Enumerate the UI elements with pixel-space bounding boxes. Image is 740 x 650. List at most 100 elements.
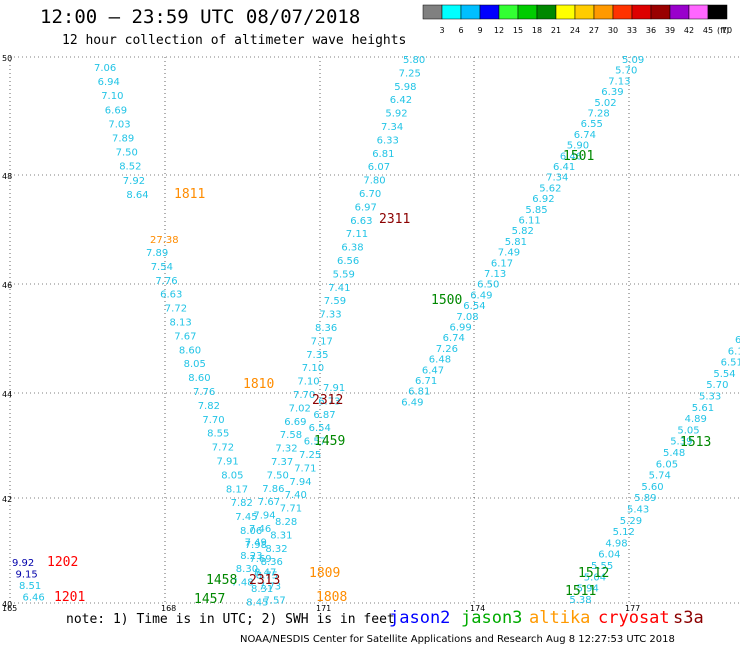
footer-credit: NOAA/NESDIS Center for Satellite Applica… xyxy=(240,634,675,645)
pass-time-label: 1808 xyxy=(316,590,347,605)
scale-label: 24 xyxy=(570,26,580,35)
wave-height-value: 7.34 xyxy=(381,122,403,133)
wave-height-value: 7.26 xyxy=(436,344,458,355)
wave-height-value: 7.40 xyxy=(285,490,307,501)
wave-height-value: 8.75 xyxy=(256,571,278,582)
wave-height-value: 6 xyxy=(735,335,740,346)
lat-label: 40 xyxy=(2,600,12,609)
lon-label: 171 xyxy=(316,604,331,613)
wave-height-value: 7.91 xyxy=(323,383,345,394)
wave-height-value: 7.98 xyxy=(245,540,267,551)
wave-height-value: 8.13 xyxy=(170,318,192,329)
wave-height-value: 5.90 xyxy=(567,141,589,152)
wave-height-value: 7.67 xyxy=(258,497,280,508)
wave-height-value: 8.45 xyxy=(246,597,268,608)
wave-height-value: 4.98 xyxy=(605,538,627,549)
wave-height-value: 8.36 xyxy=(315,323,337,334)
wave-height-value: 6.87 xyxy=(313,410,335,421)
pass-time-label: 1201 xyxy=(54,590,85,605)
wave-height-value: 7.48 xyxy=(231,578,253,589)
wave-height-value: 5.89 xyxy=(634,493,656,504)
pass-time-label: 1513 xyxy=(680,435,711,450)
wave-height-value: 6.11 xyxy=(519,216,541,227)
wave-height-value: 5.12 xyxy=(613,527,635,538)
wave-height-value: 5.74 xyxy=(649,471,671,482)
wave-height-value: 8.51 xyxy=(19,581,41,592)
wave-height-value: 7.49 xyxy=(245,537,267,548)
wave-height-value: 5.43 xyxy=(627,505,649,516)
wave-height-value: 8.31 xyxy=(251,584,273,595)
wave-height-value: 7.08 xyxy=(456,312,478,323)
lat-label: 50 xyxy=(2,54,12,63)
wave-height-value: 5.61 xyxy=(692,403,714,414)
wave-height-value: 6.74 xyxy=(443,333,465,344)
lat-label: 44 xyxy=(2,390,12,399)
pass-time-label: 1457 xyxy=(194,592,225,607)
wave-height-value: 7.32 xyxy=(275,444,297,455)
scale-label: 9 xyxy=(477,26,482,35)
wave-height-value: 6.63 xyxy=(160,290,182,301)
wave-height-value: 6.57 xyxy=(304,437,326,448)
wave-height-value: 6.50 xyxy=(477,280,499,291)
wave-height-value: 5.54 xyxy=(713,369,735,380)
wave-height-value: 7.37 xyxy=(271,457,293,468)
wave-height-value: 7.10 xyxy=(101,91,123,102)
scale-label: 39 xyxy=(665,26,675,35)
wave-height-value: 7.34 xyxy=(546,173,568,184)
wave-height-value: 7.82 xyxy=(231,498,253,509)
wave-height-value: 7.69 xyxy=(249,554,271,565)
wave-height-value: 6.69 xyxy=(105,105,127,116)
page-subtitle: 12 hour collection of altimeter wave hei… xyxy=(62,33,407,48)
wave-height-value: 7.10 xyxy=(297,377,319,388)
wave-height-value: 7.33 xyxy=(319,310,341,321)
wave-height-value: 5.48 xyxy=(663,448,685,459)
wave-height-value: 6.55 xyxy=(581,119,603,130)
wave-height-value: 7.45 xyxy=(235,512,257,523)
pass-time-label: 1511 xyxy=(565,584,596,599)
track-t1511: 66.16.515.545.705.335.614.895.055.395.48… xyxy=(569,335,740,606)
wave-height-value: 6.05 xyxy=(656,459,678,470)
scale-label: 30 xyxy=(608,26,618,35)
wave-height-value: 7.80 xyxy=(363,176,385,187)
scale-unit: (ft) xyxy=(717,26,729,35)
pass-time-label: 2311 xyxy=(379,212,410,227)
wave-height-value: 7.50 xyxy=(116,148,138,159)
wave-height-value: 6.47 xyxy=(422,365,444,376)
scale-label: 18 xyxy=(532,26,542,35)
pass-time-label: 1459 xyxy=(314,434,345,449)
legend-cryosat: cryosat xyxy=(598,608,670,628)
legend-jason2: jason2 xyxy=(389,608,451,628)
wave-height-value: 5.39 xyxy=(670,437,692,448)
wave-height-value: 7.89 xyxy=(146,248,168,259)
track-t2311: 5.80 7.25 5.98 6.42 5.92 7.34 6.33 6.81 6.07 7.80… xyxy=(231,55,425,589)
wave-height-value: 7.28 xyxy=(588,109,610,120)
wave-height-value: 7.67 xyxy=(174,331,196,342)
wave-height-value: 6.46 xyxy=(23,593,45,604)
wave-height-value: 7.94 xyxy=(253,511,275,522)
wave-height-value: 8.06 xyxy=(240,526,262,537)
wave-height-value: 5.33 xyxy=(699,392,721,403)
wave-height-value: 5.94 xyxy=(577,584,599,595)
lon-label: 177 xyxy=(625,604,640,613)
wave-height-value: 6.1 xyxy=(728,346,740,357)
wave-height-value: 6.51 xyxy=(721,358,740,369)
wave-height-value: 8.17 xyxy=(226,484,248,495)
scale-label: 15 xyxy=(513,26,523,35)
wave-height-value: 8.31 xyxy=(270,530,292,541)
wave-height-value: 6.69 xyxy=(284,417,306,428)
scale-label: 12 xyxy=(494,26,504,35)
wave-height-value: 5.82 xyxy=(512,226,534,237)
pass-time-label: 1512 xyxy=(578,566,609,581)
track-t1811: 7.06 6.94 7.10 6.69 7.03 7.89 7.50 8.52 7.92 8.64 xyxy=(94,63,149,201)
wave-height-value: 6.07 xyxy=(368,162,390,173)
wave-height-value: 7.92 xyxy=(123,176,145,187)
wave-height-value: 7.58 xyxy=(280,430,302,441)
wave-height-value: 5.55 xyxy=(591,561,613,572)
pass-time-label: 1810 xyxy=(243,377,274,392)
wave-height-value: 7.35 xyxy=(306,350,328,361)
wave-height-value: 7.41 xyxy=(328,283,350,294)
wave-height-value: 7.91 xyxy=(217,457,239,468)
scale-label: 42 xyxy=(684,26,694,35)
lat-label: 48 xyxy=(2,172,12,181)
wave-height-value: 6.04 xyxy=(598,550,620,561)
